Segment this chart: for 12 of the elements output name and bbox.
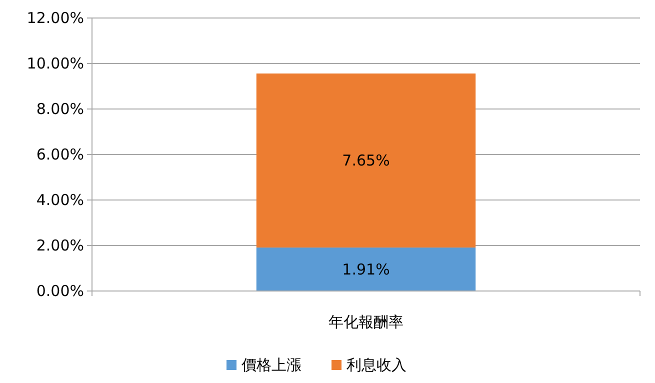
data-label: 1.91% bbox=[342, 260, 390, 278]
y-tick-label: 12.00% bbox=[26, 9, 84, 27]
y-tick-label: 0.00% bbox=[36, 282, 84, 300]
y-tick-label: 8.00% bbox=[36, 100, 84, 118]
y-tick-label: 6.00% bbox=[36, 146, 84, 164]
legend-label: 利息收入 bbox=[346, 356, 406, 374]
y-tick-label: 10.00% bbox=[26, 54, 84, 72]
x-tick-label: 年化報酬率 bbox=[328, 313, 404, 331]
y-tick-label: 2.00% bbox=[36, 236, 84, 254]
data-label: 7.65% bbox=[342, 152, 390, 170]
y-tick-label: 4.00% bbox=[36, 191, 84, 209]
legend-label: 價格上漲 bbox=[242, 356, 302, 374]
